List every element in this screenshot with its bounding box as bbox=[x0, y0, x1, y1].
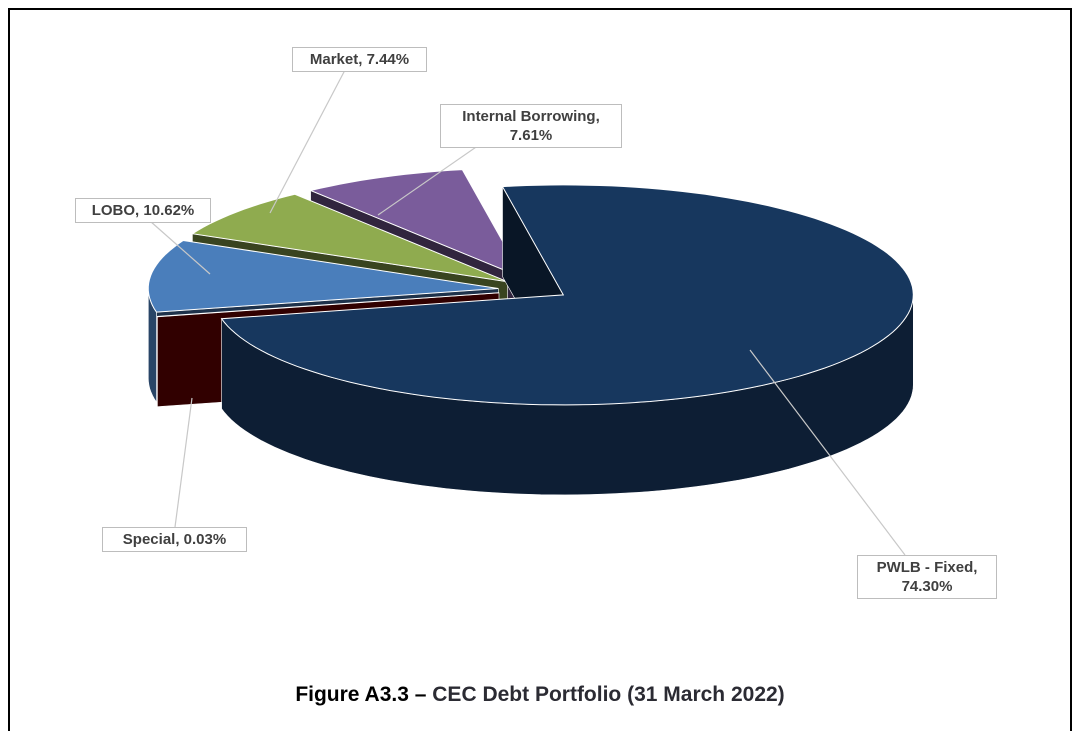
frame bbox=[8, 8, 1072, 731]
figure-label: Figure A3.3 – bbox=[295, 683, 427, 706]
title-text: CEC Debt Portfolio (31 March 2022) bbox=[432, 683, 785, 706]
leader-line bbox=[149, 220, 211, 275]
slice bbox=[308, 169, 525, 279]
leader-line bbox=[269, 69, 346, 214]
data-label: Internal Borrowing, 7.61% bbox=[440, 104, 622, 148]
leader-line bbox=[749, 349, 906, 556]
data-label: Market, 7.44% bbox=[292, 47, 427, 72]
slice bbox=[156, 292, 500, 318]
slice bbox=[220, 184, 914, 406]
leader-line bbox=[174, 397, 193, 528]
chart-title: Figure A3.3 – CEC Debt Portfolio (31 Mar… bbox=[0, 683, 1080, 707]
data-label: LOBO, 10.62% bbox=[75, 198, 211, 223]
pie bbox=[147, 169, 914, 496]
data-label: PWLB - Fixed, 74.30% bbox=[857, 555, 997, 599]
slice bbox=[190, 193, 508, 283]
data-label: Special, 0.03% bbox=[102, 527, 247, 552]
slice bbox=[147, 239, 499, 313]
